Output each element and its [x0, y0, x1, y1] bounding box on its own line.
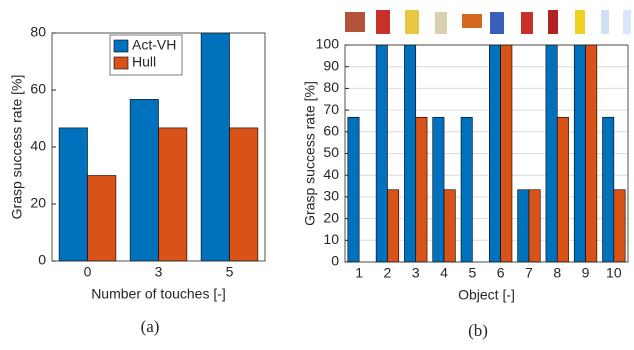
legend-swatch	[114, 40, 128, 52]
y-tick-label: 70	[323, 101, 339, 117]
x-tick-label: 4	[440, 265, 448, 281]
y-tick-label: 0	[38, 252, 46, 268]
bar	[404, 45, 415, 262]
x-tick-label: 5	[226, 264, 234, 280]
object-icons	[345, 10, 631, 34]
bar	[614, 190, 625, 262]
x-tick-label: 8	[553, 265, 561, 281]
x-tick-label: 2	[384, 265, 392, 281]
x-tick-label: 6	[497, 265, 505, 281]
y-tick-label: 0	[331, 253, 339, 269]
x-tick-label: 7	[525, 265, 533, 281]
x-tick-label: 3	[155, 264, 163, 280]
legend-swatch	[114, 57, 128, 69]
bar	[529, 190, 540, 262]
bar	[574, 45, 585, 262]
y-tick-label: 60	[30, 81, 46, 97]
bar	[586, 45, 597, 262]
x-axis-label: Object [-]	[458, 287, 515, 303]
x-tick-label: 5	[468, 265, 476, 281]
legend-label: Hull	[132, 54, 156, 70]
y-tick-label: 50	[323, 144, 339, 160]
bar	[489, 45, 500, 262]
legend-label: Act-VH	[132, 37, 176, 53]
y-tick-label: 100	[316, 36, 340, 52]
x-tick-label: 3	[412, 265, 420, 281]
bar	[230, 128, 258, 261]
y-tick-label: 20	[30, 195, 46, 211]
y-axis-label: Grasp success rate [%]	[302, 81, 318, 226]
y-tick-label: 80	[323, 79, 339, 95]
y-tick-label: 30	[323, 188, 339, 204]
bar	[433, 117, 444, 262]
x-tick-label: 10	[606, 265, 622, 281]
bar	[603, 117, 614, 262]
x-tick-label: 1	[355, 265, 363, 281]
bar	[130, 99, 158, 261]
bar	[518, 190, 529, 262]
y-tick-label: 90	[323, 57, 339, 73]
bar	[348, 117, 359, 262]
x-axis-label: Number of touches [-]	[91, 286, 226, 302]
caption: (a)	[141, 317, 160, 336]
bar	[88, 176, 116, 262]
y-tick-label: 80	[30, 24, 46, 40]
bar	[387, 190, 398, 262]
y-tick-label: 40	[30, 138, 46, 154]
figure: 020406080035Number of touches [-]Grasp s…	[0, 0, 634, 345]
bar	[159, 128, 187, 261]
x-tick-label: 0	[84, 264, 92, 280]
x-tick-label: 9	[582, 265, 590, 281]
y-axis-label: Grasp success rate [%]	[9, 75, 25, 220]
bar	[376, 45, 387, 262]
bar	[546, 45, 557, 262]
y-tick-label: 60	[323, 123, 339, 139]
y-tick-label: 10	[323, 231, 339, 247]
bar	[461, 117, 472, 262]
caption: (b)	[468, 321, 488, 340]
bar	[201, 33, 229, 261]
y-tick-label: 40	[323, 166, 339, 182]
bar	[557, 117, 568, 262]
bar	[59, 128, 87, 261]
bar	[444, 190, 455, 262]
bar	[416, 117, 427, 262]
bar	[501, 45, 512, 262]
y-tick-label: 20	[323, 209, 339, 225]
